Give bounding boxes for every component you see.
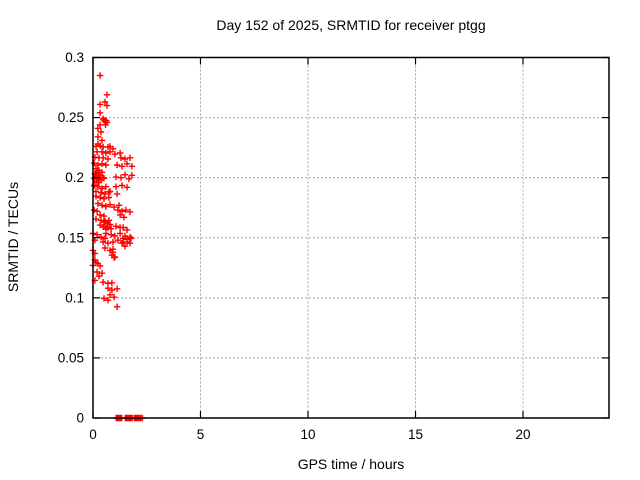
x-tick-label: 5 [197, 427, 205, 442]
x-tick-label: 0 [89, 427, 97, 442]
x-tick-label: 20 [515, 427, 530, 442]
y-axis-label: SRMTID / TECUs [5, 181, 21, 293]
y-tick-label: 0 [76, 411, 84, 426]
y-tick-label: 0.15 [58, 230, 84, 245]
x-tick-label: 15 [408, 427, 423, 442]
x-tick-label: 10 [300, 427, 315, 442]
y-tick-label: 0.05 [58, 350, 84, 365]
chart-title: Day 152 of 2025, SRMTID for receiver ptg… [216, 17, 486, 33]
x-axis-label: GPS time / hours [297, 456, 405, 472]
y-tick-label: 0.1 [65, 290, 84, 305]
y-tick-label: 0.25 [58, 110, 84, 125]
scatter-points [89, 72, 146, 422]
y-tick-label: 0.3 [65, 50, 84, 65]
y-tick-label: 0.2 [65, 170, 84, 185]
